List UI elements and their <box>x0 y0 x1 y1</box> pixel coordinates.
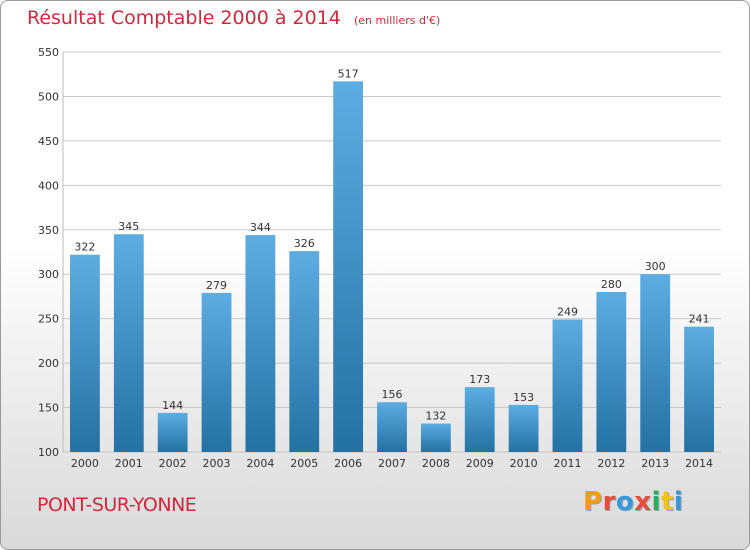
bar-2001 <box>113 234 144 452</box>
data-label-2011: 249 <box>557 306 578 319</box>
x-tick-label-2001: 2001 <box>115 457 143 470</box>
y-tick-label: 350 <box>38 224 59 237</box>
x-tick-label-2014: 2014 <box>685 457 713 470</box>
logo-letter: t <box>660 487 674 517</box>
x-tick-label-2010: 2010 <box>510 457 538 470</box>
y-tick-labels-layer: 100 150 200 250 300 350 400 450 500 550 <box>38 46 59 459</box>
logo-letter: r <box>602 487 616 517</box>
commune-name: PONT-SUR-YONNE <box>37 494 197 516</box>
data-label-2000: 322 <box>74 241 95 254</box>
x-tick-label-2000: 2000 <box>71 457 99 470</box>
x-tick-label-2013: 2013 <box>641 457 669 470</box>
logo-letter: i <box>651 487 661 517</box>
y-tick-label: 100 <box>38 446 59 459</box>
x-tick-label-2008: 2008 <box>422 457 450 470</box>
x-tick-label-2003: 2003 <box>203 457 231 470</box>
y-tick-label: 300 <box>38 268 59 281</box>
y-tick-label: 200 <box>38 357 59 370</box>
bar-2012 <box>596 292 627 452</box>
y-tick-label: 450 <box>38 135 59 148</box>
y-tick-label: 500 <box>38 90 59 103</box>
bar-2003 <box>201 292 232 452</box>
x-tick-label-2004: 2004 <box>246 457 274 470</box>
y-tick-label: 150 <box>38 402 59 415</box>
x-tick-label-2002: 2002 <box>159 457 187 470</box>
bar-2014 <box>684 326 714 452</box>
title-line: Résultat Comptable 2000 à 2014 (en milli… <box>27 7 440 29</box>
x-tick-label-2012: 2012 <box>597 457 625 470</box>
data-label-2010: 153 <box>513 391 534 404</box>
bar-2006 <box>333 81 364 452</box>
y-tick-label: 400 <box>38 179 59 192</box>
bar-2002 <box>157 412 188 452</box>
bar-2008 <box>420 423 451 452</box>
proxiti-logo: Proxiti <box>583 487 683 517</box>
bar-2007 <box>377 402 407 452</box>
data-label-2013: 300 <box>645 260 666 273</box>
x-tick-label-2009: 2009 <box>466 457 494 470</box>
bar-2013 <box>640 274 671 452</box>
logo-letter: i <box>673 487 684 517</box>
data-labels-layer: 322 345 144 279 344 326 517 156 132 173 153 249 280 3… <box>74 67 709 422</box>
logo-letter: P <box>583 487 603 517</box>
y-tick-label: 550 <box>38 46 59 59</box>
x-tick-label-2006: 2006 <box>334 457 362 470</box>
bar-2000 <box>70 254 100 452</box>
data-label-2007: 156 <box>382 388 403 401</box>
data-label-2014: 241 <box>689 313 710 326</box>
data-label-2005: 326 <box>294 237 315 250</box>
x-tick-label-2007: 2007 <box>378 457 406 470</box>
logo-letter: o <box>615 487 635 517</box>
bar-2005 <box>289 251 320 452</box>
chart-title: Résultat Comptable 2000 à 2014 <box>27 7 341 29</box>
logo-letter: x <box>634 487 652 517</box>
data-label-2004: 344 <box>250 221 271 234</box>
x-tick-labels-layer: 2000 2001 2002 2003 2004 2005 2006 2007 2008 2009… <box>71 457 713 470</box>
data-label-2012: 280 <box>601 278 622 291</box>
x-tick-label-2005: 2005 <box>290 457 318 470</box>
y-tick-label: 250 <box>38 313 59 326</box>
bar-2004 <box>245 235 276 452</box>
bars-layer <box>70 81 714 452</box>
data-label-2006: 517 <box>338 67 359 80</box>
chart-subtitle: (en milliers d'€) <box>353 14 441 27</box>
x-tick-label-2011: 2011 <box>553 457 581 470</box>
data-label-2008: 132 <box>425 410 446 423</box>
bar-2010 <box>508 404 539 452</box>
bar-2011 <box>552 319 583 452</box>
data-label-2001: 345 <box>118 220 139 233</box>
bar-2009 <box>464 387 495 452</box>
data-label-2002: 144 <box>162 399 183 412</box>
data-label-2009: 173 <box>469 373 490 386</box>
data-label-2003: 279 <box>206 279 227 292</box>
